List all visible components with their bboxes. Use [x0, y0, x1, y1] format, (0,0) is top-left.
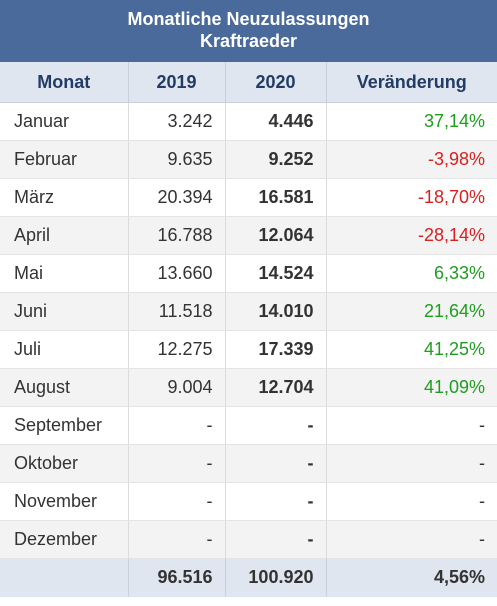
- table-row: Oktober - - -: [0, 444, 497, 483]
- registrations-table: Monat 2019 2020 Veränderung Januar 3.242 4…: [0, 62, 497, 597]
- value-2020-cell: 9.252: [224, 140, 326, 179]
- value-2019-cell: 16.788: [127, 216, 225, 255]
- month-cell: April: [0, 216, 128, 255]
- value-2019-cell: 20.394: [127, 178, 225, 217]
- change-cell: -28,14%: [325, 216, 497, 255]
- table-row: Juli 12.275 17.339 41,25%: [0, 330, 497, 369]
- table-row: November - - -: [0, 482, 497, 521]
- value-2019-cell: -: [127, 520, 225, 559]
- value-2020-cell: 12.064: [224, 216, 326, 255]
- table-row: Februar 9.635 9.252 -3,98%: [0, 140, 497, 179]
- change-cell: 41,09%: [325, 368, 497, 407]
- value-2020-cell: 17.339: [224, 330, 326, 369]
- title-line-2: Kraftraeder: [199, 31, 298, 51]
- month-cell: Februar: [0, 140, 128, 179]
- change-cell: -: [325, 444, 497, 483]
- table-row: März 20.394 16.581 -18,70%: [0, 178, 497, 217]
- change-cell: -: [325, 520, 497, 559]
- value-2020-cell: -: [224, 406, 326, 445]
- month-cell: August: [0, 368, 128, 407]
- month-cell: Juni: [0, 292, 128, 331]
- totals-row: 96.516 100.920 4,56%: [0, 558, 497, 597]
- month-cell: Juli: [0, 330, 128, 369]
- header-row: Monat 2019 2020 Veränderung: [0, 62, 497, 103]
- month-cell: Mai: [0, 254, 128, 293]
- header-veraenderung: Veränderung: [325, 62, 497, 103]
- value-2019-cell: 9.635: [127, 140, 225, 179]
- value-2019-cell: 9.004: [127, 368, 225, 407]
- table-row: August 9.004 12.704 41,09%: [0, 368, 497, 407]
- month-cell: März: [0, 178, 128, 217]
- change-cell: -18,70%: [325, 178, 497, 217]
- value-2020-cell: 12.704: [224, 368, 326, 407]
- table-row: April 16.788 12.064 -28,14%: [0, 216, 497, 255]
- title-line-1: Monatliche Neuzulassungen: [127, 9, 370, 29]
- month-cell: Dezember: [0, 520, 128, 559]
- totals-change: 4,56%: [325, 558, 497, 597]
- header-2020: 2020: [224, 62, 326, 103]
- value-2020-cell: 14.524: [224, 254, 326, 293]
- table-row: Mai 13.660 14.524 6,33%: [0, 254, 497, 293]
- value-2020-cell: 16.581: [224, 178, 326, 217]
- table-row: Januar 3.242 4.446 37,14%: [0, 102, 497, 141]
- totals-2020: 100.920: [224, 558, 326, 597]
- change-cell: 41,25%: [325, 330, 497, 369]
- value-2020-cell: 14.010: [224, 292, 326, 331]
- value-2020-cell: -: [224, 482, 326, 521]
- value-2019-cell: -: [127, 482, 225, 521]
- change-cell: -3,98%: [325, 140, 497, 179]
- value-2019-cell: -: [127, 406, 225, 445]
- month-cell: Januar: [0, 102, 128, 141]
- month-cell: Oktober: [0, 444, 128, 483]
- table-title: Monatliche Neuzulassungen Kraftraeder: [0, 0, 497, 62]
- totals-label: [0, 558, 128, 597]
- totals-2019: 96.516: [127, 558, 225, 597]
- value-2020-cell: -: [224, 520, 326, 559]
- change-cell: -: [325, 482, 497, 521]
- value-2019-cell: 12.275: [127, 330, 225, 369]
- value-2019-cell: 3.242: [127, 102, 225, 141]
- change-cell: 6,33%: [325, 254, 497, 293]
- month-cell: September: [0, 406, 128, 445]
- month-cell: November: [0, 482, 128, 521]
- value-2020-cell: 4.446: [224, 102, 326, 141]
- change-cell: 21,64%: [325, 292, 497, 331]
- table-row: Dezember - - -: [0, 520, 497, 559]
- table-row: September - - -: [0, 406, 497, 445]
- change-cell: 37,14%: [325, 102, 497, 141]
- header-2019: 2019: [127, 62, 225, 103]
- header-monat: Monat: [0, 62, 128, 103]
- change-cell: -: [325, 406, 497, 445]
- value-2020-cell: -: [224, 444, 326, 483]
- value-2019-cell: 13.660: [127, 254, 225, 293]
- value-2019-cell: 11.518: [127, 292, 225, 331]
- value-2019-cell: -: [127, 444, 225, 483]
- table-row: Juni 11.518 14.010 21,64%: [0, 292, 497, 331]
